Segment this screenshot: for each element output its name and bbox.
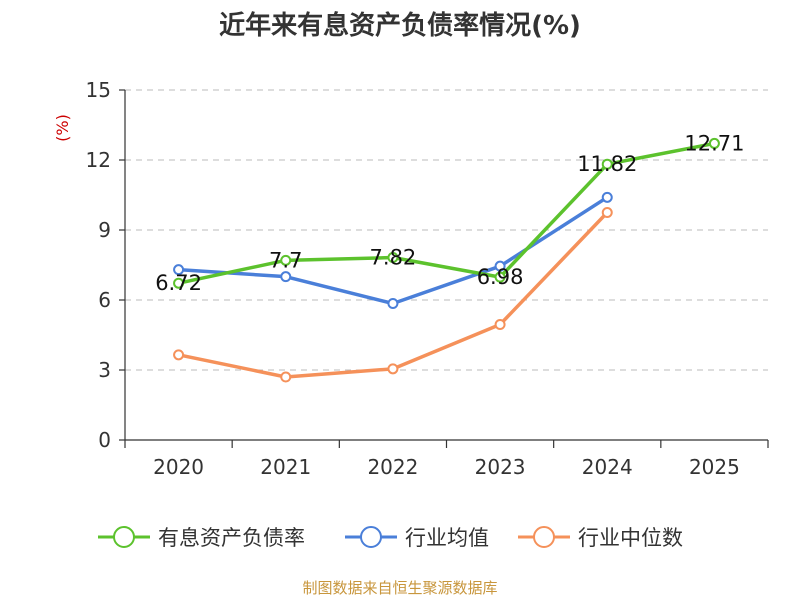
series-line bbox=[178, 141, 715, 285]
series-1 bbox=[173, 191, 613, 309]
data-labels: 6.72 7.7 7.82 6.98 11.82 12.71 bbox=[155, 131, 744, 295]
legend-item-0[interactable]: 有息资产负债率 bbox=[98, 526, 305, 550]
y-tick-label: 3 bbox=[98, 358, 111, 382]
data-point[interactable] bbox=[494, 260, 506, 272]
data-point[interactable] bbox=[173, 264, 185, 276]
data-point[interactable] bbox=[601, 158, 613, 170]
x-tick-label: 2024 bbox=[582, 455, 633, 479]
data-point[interactable] bbox=[494, 319, 506, 330]
legend[interactable]: 有息资产负债率 行业均值 行业中位数 bbox=[98, 526, 683, 550]
data-point[interactable] bbox=[387, 363, 399, 375]
legend-marker bbox=[113, 526, 135, 548]
data-point[interactable] bbox=[280, 254, 292, 266]
x-tick-label: 2025 bbox=[689, 455, 740, 479]
series-0 bbox=[173, 137, 720, 289]
data-point[interactable] bbox=[280, 271, 292, 283]
legend-label: 行业均值 bbox=[405, 526, 489, 550]
data-label: 6.72 bbox=[155, 271, 202, 295]
legend-marker bbox=[360, 526, 382, 548]
y-axis-unit-label: (%) bbox=[53, 114, 72, 142]
y-tick-label: 0 bbox=[98, 428, 111, 452]
x-tick-label: 2021 bbox=[260, 455, 311, 479]
legend-label: 有息资产负债率 bbox=[158, 526, 305, 550]
chart-title: 近年来有息资产负债率情况(%) bbox=[219, 10, 581, 41]
data-point[interactable] bbox=[708, 137, 720, 149]
source-note: 制图数据来自恒生聚源数据库 bbox=[302, 579, 497, 597]
data-point[interactable] bbox=[494, 271, 506, 283]
data-label: 7.82 bbox=[370, 246, 417, 270]
x-tick-label: 2020 bbox=[153, 455, 204, 479]
legend-label: 行业中位数 bbox=[578, 526, 683, 550]
x-tick-label: 2023 bbox=[475, 455, 526, 479]
data-label: 7.7 bbox=[269, 248, 302, 272]
data-point[interactable] bbox=[173, 277, 185, 289]
data-point[interactable] bbox=[173, 349, 185, 361]
legend-item-2[interactable]: 行业中位数 bbox=[518, 526, 683, 550]
data-label: 12.71 bbox=[684, 131, 744, 155]
y-tick-label: 6 bbox=[98, 288, 111, 312]
series-group bbox=[173, 137, 720, 383]
data-point[interactable] bbox=[601, 207, 613, 218]
data-point[interactable] bbox=[387, 252, 399, 264]
gridlines bbox=[125, 89, 768, 371]
data-point[interactable] bbox=[387, 298, 399, 309]
data-label: 11.82 bbox=[577, 152, 637, 176]
series-2 bbox=[173, 207, 613, 383]
legend-marker bbox=[533, 526, 555, 548]
data-point[interactable] bbox=[280, 371, 292, 383]
y-tick-label: 9 bbox=[98, 218, 111, 242]
data-point[interactable] bbox=[601, 191, 613, 203]
axes: 0 3 6 9 12 15 2020 2021 2022 2023 2024 2025 bbox=[86, 78, 769, 479]
y-tick-label: 15 bbox=[86, 78, 111, 102]
y-tick-label: 12 bbox=[86, 148, 111, 172]
x-tick-label: 2022 bbox=[367, 455, 418, 479]
data-label: 6.98 bbox=[477, 265, 524, 289]
legend-item-1[interactable]: 行业均值 bbox=[345, 526, 489, 550]
